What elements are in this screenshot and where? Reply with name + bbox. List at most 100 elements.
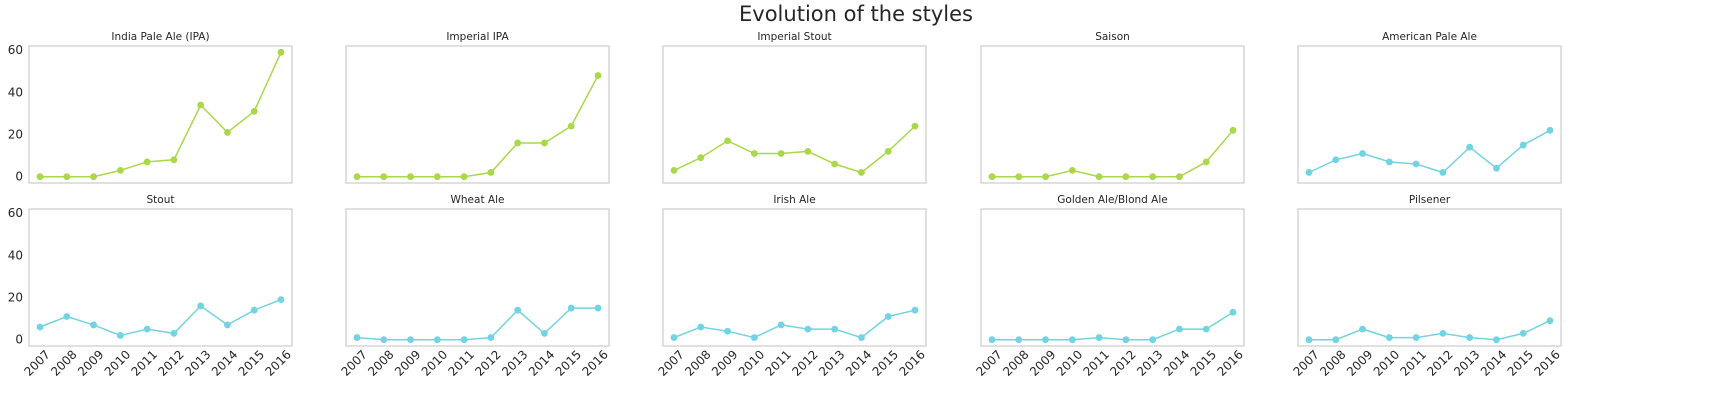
x-tick-label: 2013 <box>182 347 213 378</box>
data-point <box>250 107 258 115</box>
x-tick-label: 2010 <box>736 347 767 378</box>
data-point <box>1385 158 1393 166</box>
data-point <box>407 336 414 344</box>
data-point <box>63 173 71 181</box>
series-line <box>357 75 599 178</box>
data-point <box>1359 325 1366 333</box>
series-line <box>1308 129 1551 174</box>
panel-title: Irish Ale <box>773 194 815 206</box>
data-point <box>1412 334 1420 341</box>
x-tick-label: 2008 <box>48 347 79 378</box>
y-tick-label: 60 <box>8 43 23 57</box>
x-tick-label: 2015 <box>236 347 267 378</box>
y-tick-label: 0 <box>15 333 23 347</box>
data-point <box>858 169 865 176</box>
data-point <box>670 166 678 174</box>
data-point <box>353 334 361 341</box>
panel-pilsener: Pilsener 20072008200920102011201220132014… <box>1290 194 1562 379</box>
x-tick-label: 2012 <box>155 347 186 378</box>
x-tick-label: 2010 <box>102 347 133 378</box>
data-point <box>670 334 678 341</box>
panel-frame <box>980 45 1245 184</box>
x-tick-label: 2011 <box>1398 347 1429 378</box>
data-point <box>380 173 388 181</box>
panel-frame <box>662 45 927 184</box>
data-point <box>1149 173 1157 181</box>
panel-title: Saison <box>1095 31 1130 43</box>
data-point <box>750 150 758 157</box>
x-tick-label: 2014 <box>526 347 557 378</box>
data-point <box>567 304 575 312</box>
data-point <box>1095 173 1103 181</box>
panel-india-pale-ale-ipa: India Pale Ale (IPA) 0 20 40 60 <box>8 31 293 184</box>
data-point <box>1359 150 1366 157</box>
data-point <box>988 173 996 181</box>
x-tick-label: 2015 <box>1188 347 1219 378</box>
x-tick-label: 2010 <box>1054 347 1085 378</box>
x-tick-label: 2008 <box>1000 347 1031 378</box>
data-point <box>460 173 468 181</box>
data-point <box>407 173 414 181</box>
data-point <box>724 327 731 335</box>
data-point <box>911 306 919 314</box>
panel-title: India Pale Ale (IPA) <box>111 31 209 43</box>
x-tick-label: 2014 <box>209 347 240 378</box>
y-tick-label: 0 <box>15 170 23 184</box>
series-line <box>39 298 282 337</box>
data-point <box>1493 164 1500 172</box>
data-point <box>1042 173 1049 181</box>
data-point <box>90 321 97 329</box>
panel-frame <box>1297 208 1562 347</box>
data-point <box>1466 334 1474 341</box>
panel-frame <box>28 45 293 184</box>
data-point <box>170 156 178 164</box>
x-tick-label: 2016 <box>1214 347 1245 378</box>
data-point <box>884 147 892 155</box>
y-tick-label: 20 <box>8 128 23 142</box>
data-point <box>1095 334 1103 341</box>
data-point <box>1068 166 1076 174</box>
data-point <box>594 72 602 79</box>
data-point <box>1149 336 1157 344</box>
data-point <box>1332 156 1340 164</box>
data-point <box>697 154 705 162</box>
data-point <box>1015 173 1023 181</box>
data-point <box>697 323 705 331</box>
data-point <box>1176 325 1183 333</box>
data-point <box>724 137 731 145</box>
data-point <box>1229 126 1237 134</box>
data-point <box>197 302 205 310</box>
panel-title: Golden Ale/Blond Ale <box>1057 194 1167 206</box>
panel-frame <box>662 208 927 347</box>
data-point <box>90 173 97 181</box>
x-tick-label: 2013 <box>499 347 530 378</box>
data-point <box>514 306 522 314</box>
figure-title: Evolution of the styles <box>739 2 973 26</box>
x-tick-label: 2016 <box>579 347 610 378</box>
x-tick-label: 2015 <box>1505 347 1536 378</box>
data-point <box>541 329 548 337</box>
x-tick-label: 2007 <box>1290 347 1321 378</box>
data-point <box>197 101 205 109</box>
data-point <box>487 334 495 341</box>
data-point <box>250 306 258 314</box>
x-tick-label: 2013 <box>816 347 847 378</box>
panel-golden-ale-blond-ale: Golden Ale/Blond Ale 20072008200920102011… <box>973 194 1245 379</box>
x-tick-label: 2008 <box>365 347 396 378</box>
data-point <box>804 147 812 155</box>
data-point <box>224 129 231 136</box>
data-point <box>1412 160 1420 168</box>
data-point <box>1122 173 1130 181</box>
x-tick-label: 2014 <box>1478 347 1509 378</box>
data-point <box>277 296 285 304</box>
x-tick-label: 2015 <box>870 347 901 378</box>
panel-title: Wheat Ale <box>451 194 505 206</box>
data-point <box>1385 334 1393 341</box>
data-point <box>884 313 892 320</box>
data-point <box>777 321 785 329</box>
series-line <box>992 311 1234 341</box>
data-point <box>858 334 865 341</box>
data-point <box>804 325 812 333</box>
data-point <box>1068 336 1076 344</box>
